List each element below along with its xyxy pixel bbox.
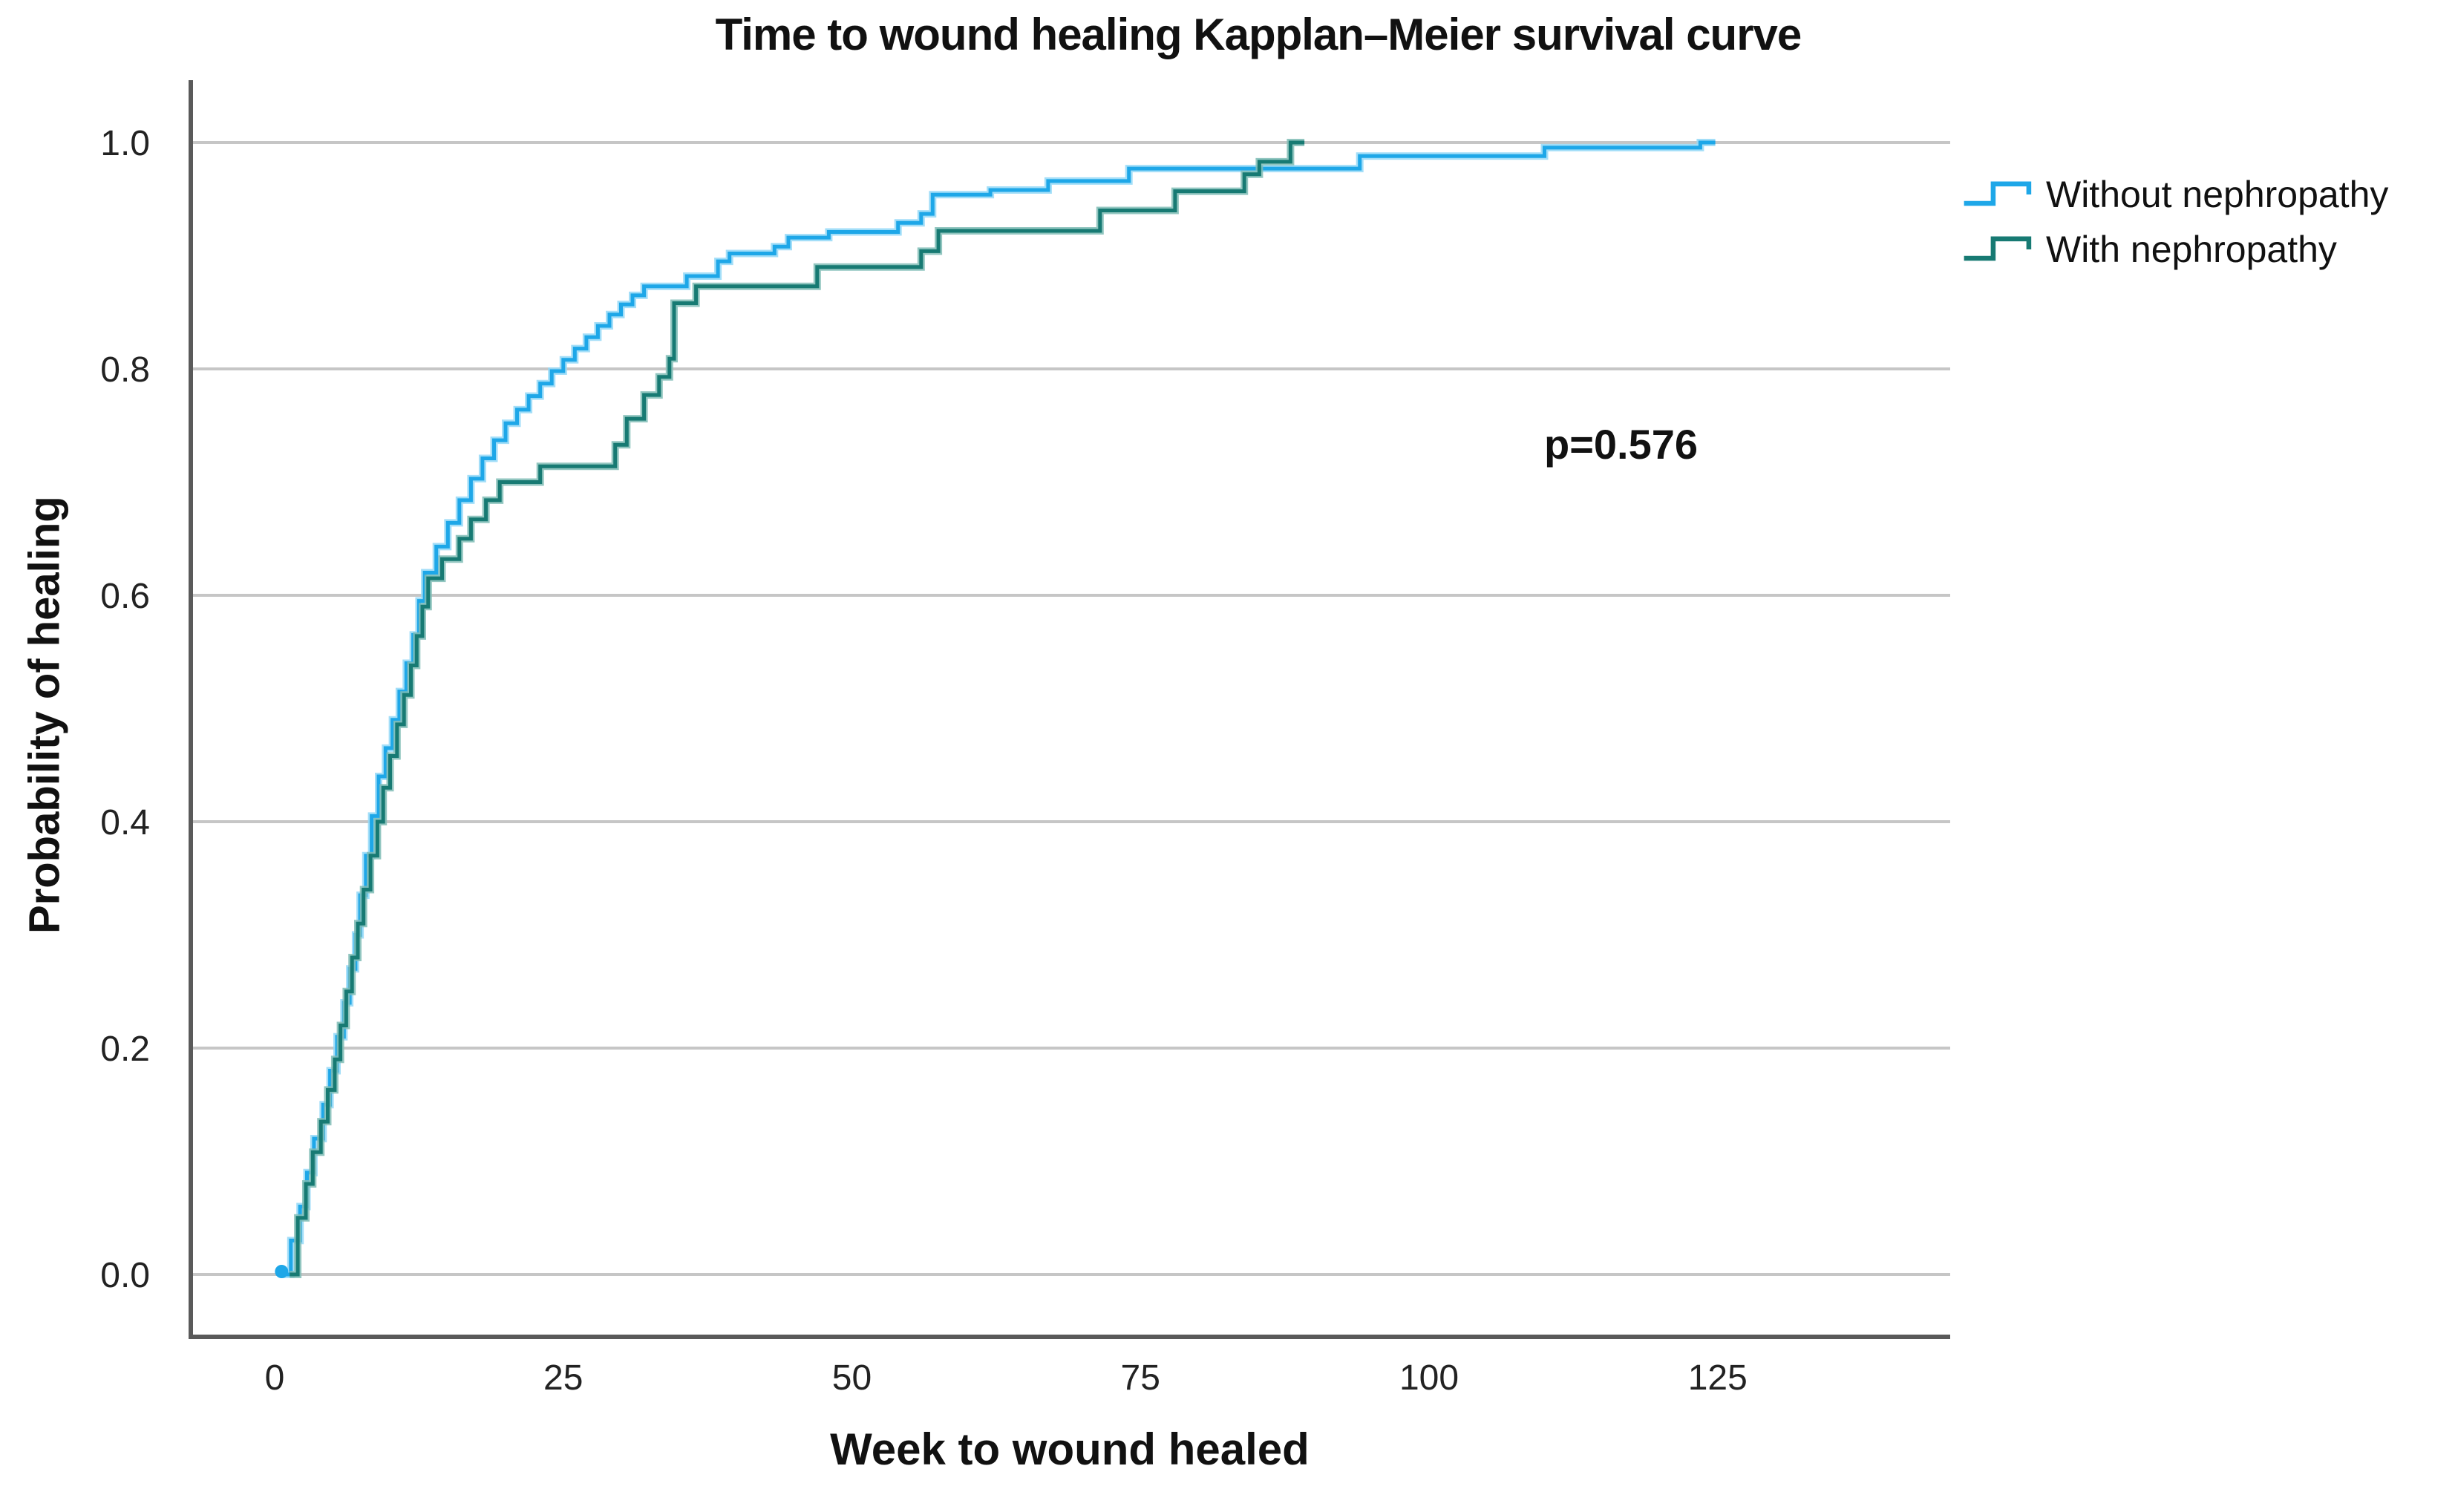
chart-title: Time to wound healing Kapplan–Meier surv… [715, 10, 1802, 59]
step-line-icon [1964, 236, 2032, 261]
km-curve [290, 140, 1305, 1277]
legend-swatch-line [1964, 236, 2032, 261]
x-tick-label: 0 [265, 1358, 285, 1398]
y-tick-label: 1.0 [100, 124, 150, 163]
y-tick-label: 0.8 [100, 350, 150, 390]
y-tick-label: 0.6 [100, 577, 150, 616]
x-tick-label: 75 [1121, 1358, 1160, 1398]
step-line-icon [1964, 181, 2032, 206]
y-tick-label: 0.0 [100, 1256, 150, 1295]
x-tick-label: 125 [1688, 1358, 1748, 1398]
km-curve-halo [281, 139, 1716, 1278]
curve-start-dot [275, 1265, 289, 1278]
x-tick-label: 25 [543, 1358, 583, 1398]
legend-label: With nephropathy [2046, 229, 2337, 270]
legend-item-with-nephropathy: With nephropathy [1961, 223, 2388, 276]
p-value-annotation: p=0.576 [1544, 421, 1699, 468]
x-tick-label: 100 [1399, 1358, 1459, 1398]
legend: Without nephropathy With nephropathy [1961, 168, 2388, 276]
legend-item-without-nephropathy: Without nephropathy [1961, 168, 2388, 221]
legend-swatch-line [1964, 181, 2032, 206]
km-curve-halo [290, 139, 1305, 1278]
y-tick-label: 0.4 [100, 803, 150, 842]
km-curve [281, 140, 1716, 1277]
x-tick-label: 50 [832, 1358, 872, 1398]
legend-label: Without nephropathy [2046, 174, 2389, 215]
y-axis-title: Probability of healing [20, 496, 69, 934]
x-axis-title: Week to wound healed [830, 1424, 1310, 1474]
y-tick-label: 0.2 [100, 1030, 150, 1069]
